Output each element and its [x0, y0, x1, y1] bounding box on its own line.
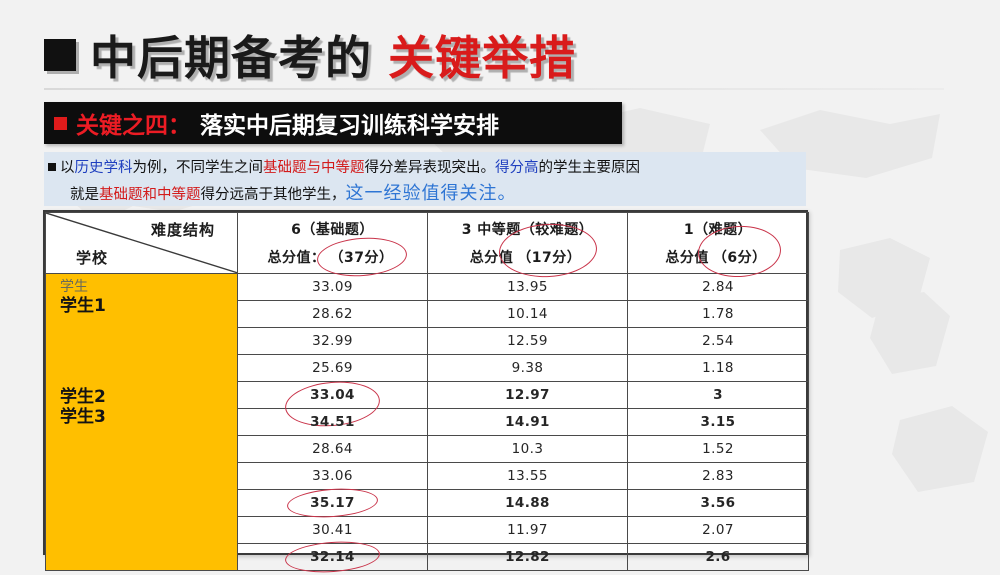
section-bullet-icon [54, 116, 67, 130]
table-row: 30.41 11.97 2.07 [46, 516, 809, 544]
column-header-mid-total: （17分） [497, 220, 599, 280]
paragraph-line-1-run-5: 得分高 [495, 160, 539, 176]
cell-hard: 2.54 [627, 327, 809, 355]
cell-mid: 14.88 [427, 489, 628, 517]
column-header-hard-line1: 1（难题） [683, 221, 753, 238]
cell-basic: 33.09 [237, 273, 428, 301]
description-paragraph: 以历史学科为例，不同学生之间基础题与中等题得分差异表现突出。得分高的学生主要原因… [44, 152, 806, 206]
cell-hard: 3.15 [627, 408, 809, 436]
cell-hard: 2.83 [627, 462, 809, 490]
paragraph-line-2-run-0: 就是 [70, 187, 99, 203]
cell-hard: 2.6 [627, 543, 809, 571]
column-header-basic-prefix: 总分值： [267, 249, 326, 266]
table-row: 33.04 12.97 3 [46, 377, 809, 431]
cell-basic: 25.69 [237, 354, 428, 382]
cell-mid: 10.14 [427, 300, 628, 328]
paragraph-line-2-run-2: 得分远高于其他学生， [200, 187, 346, 203]
cell-mid: 9.38 [427, 354, 628, 382]
cell-mid: 13.55 [427, 462, 628, 490]
cell-basic: 32.99 [237, 327, 428, 355]
paragraph-line-1-run-3: 基础题与中等题 [263, 160, 365, 176]
cell-mid: 13.95 [427, 273, 628, 301]
table-row: 28.62 10.14 1.78 [46, 300, 809, 328]
column-header-basic-line1: 6（基础题） [291, 221, 374, 238]
cell-basic: 33.04 [237, 377, 428, 431]
paragraph-line-2-run-1: 基础题和中等题 [99, 187, 201, 203]
student-label-2: 学生2 [60, 387, 106, 407]
table-row: 25.69 9.38 1.18 [46, 354, 809, 382]
cell-hard: 3 [627, 381, 809, 409]
corner-label-school: 学校 [76, 249, 109, 267]
table-corner-header: 难度结构 学校 [45, 212, 238, 274]
cell-basic: 35.17 [237, 485, 428, 521]
paragraph-line-1-run-0: 以 [60, 160, 75, 176]
cell-mid: 11.97 [427, 516, 628, 544]
column-header-mid: 3 中等题（较难题） 总分值 （17分） [427, 212, 628, 280]
section-header-bar: 关键之四： 落实中后期复习训练科学安排 [44, 102, 622, 144]
paragraph-line-1-run-2: 为例，不同学生之间 [132, 160, 264, 176]
cell-basic: 32.14 [237, 538, 428, 575]
cell-mid: 12.82 [427, 543, 628, 571]
title-divider [44, 88, 944, 90]
section-key-label: 关键之四： [76, 113, 191, 139]
paragraph-line-1-run-4: 得分差异表现突出。 [364, 160, 496, 176]
cell-mid: 12.97 [427, 381, 628, 409]
column-header-mid-line1: 3 中等题（较难题） [461, 221, 594, 238]
title-bullet-icon [44, 39, 76, 71]
slide-canvas: 中后期备考的 关键举措 关键之四： 落实中后期复习训练科学安排 以历史学科为例，… [43, 22, 944, 575]
cell-basic: 28.62 [237, 300, 428, 328]
cell-hard: 3.56 [627, 489, 809, 517]
page-title-red-text: 关键举措 [388, 31, 576, 85]
paragraph-line-1-run-1: 历史学科 [74, 160, 133, 176]
student-label-3: 学生3 [60, 407, 106, 427]
student-label-1: 学生1 [60, 296, 106, 316]
cell-basic: 34.51 [237, 408, 428, 436]
table-row: 35.17 14.88 3.56 [46, 485, 809, 521]
cell-basic: 28.64 [237, 435, 428, 463]
column-header-basic: 6（基础题） 总分值： （37分） [237, 212, 428, 279]
cell-mid: 10.3 [427, 435, 628, 463]
column-header-mid-prefix: 总分值 [469, 249, 514, 266]
corner-label-difficulty: 难度结构 [150, 221, 215, 239]
cell-basic: 33.06 [237, 462, 428, 490]
table-row: 学生 学生1 学生2 学生3 33.09 13.95 2.84 [45, 273, 809, 571]
paragraph-bullet-icon [48, 163, 56, 171]
cell-basic: 30.41 [237, 516, 428, 544]
section-title-label: 落实中后期复习训练科学安排 [200, 113, 499, 139]
student-column-caption: 学生 [60, 279, 88, 295]
student-highlight-column: 学生 学生1 学生2 学生3 [45, 273, 238, 571]
cell-hard: 1.78 [627, 300, 809, 328]
cell-mid: 14.91 [427, 408, 628, 436]
cell-mid: 12.59 [427, 327, 628, 355]
page-title-black-text: 中后期备考的 [90, 31, 372, 85]
scores-table: 难度结构 学校 6（基础题） 总分值： （37分） 3 中等 [43, 210, 809, 575]
column-header-hard: 1（难题） 总分值 （6分） [627, 212, 809, 279]
cell-hard: 2.07 [627, 516, 809, 544]
cell-hard: 1.18 [627, 354, 809, 382]
column-header-hard-total: （6分） [696, 223, 782, 279]
paragraph-line-2-run-3: 这一经验值得关注。 [345, 183, 517, 204]
cell-hard: 2.84 [627, 273, 809, 301]
paragraph-line-1-run-6: 的学生主要原因 [538, 160, 641, 176]
column-header-basic-total: （37分） [315, 234, 408, 279]
table-header-row: 难度结构 学校 6（基础题） 总分值： （37分） 3 中等 [45, 212, 809, 280]
page-title: 中后期备考的 关键举措 [44, 22, 576, 88]
paragraph-line-1: 以历史学科为例，不同学生之间基础题与中等题得分差异表现突出。得分高的学生主要原因 [48, 156, 800, 181]
cell-hard: 1.52 [627, 435, 809, 463]
paragraph-line-2: 就是基础题和中等题得分远高于其他学生，这一经验值得关注。 [48, 181, 800, 208]
column-header-hard-prefix: 总分值 [665, 249, 709, 266]
